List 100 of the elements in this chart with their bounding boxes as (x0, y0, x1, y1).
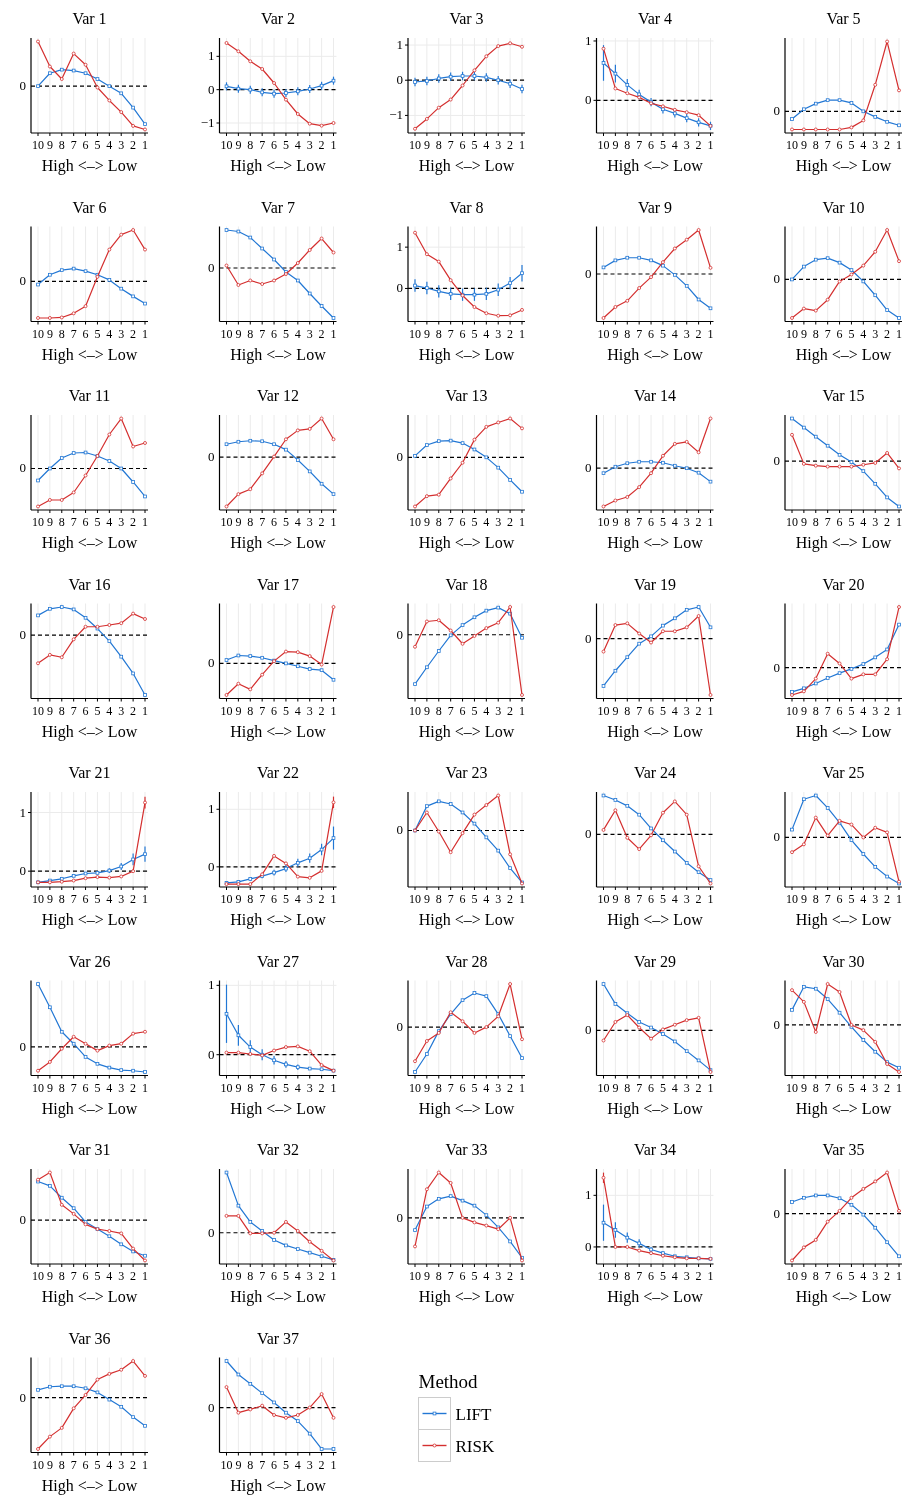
x-tick-label: 4 (106, 1269, 113, 1283)
x-tick-label: 4 (671, 703, 678, 718)
x-tick-label: 6 (648, 1080, 655, 1095)
x-tick-label: 6 (836, 515, 843, 529)
x-tick-label: 1 (519, 138, 525, 152)
x-tick-label: 4 (106, 515, 113, 529)
x-tick-label: 4 (860, 138, 867, 152)
x-tick-label: 3 (872, 138, 879, 152)
x-tick-label: 6 (82, 1269, 89, 1283)
x-tick-label: 2 (695, 892, 702, 906)
x-tick-label: 7 (259, 1457, 266, 1472)
ref-line-label: 0 (773, 1205, 780, 1221)
x-tick-label: 10 (597, 703, 610, 718)
x-tick-label: 4 (483, 1080, 490, 1095)
chart-title: Var 14 (633, 387, 677, 404)
legend-label: RISK (455, 1436, 495, 1456)
x-tick-label: 1 (142, 326, 148, 341)
x-tick-label: 6 (82, 515, 89, 529)
x-axis-title: High <–> Low (230, 722, 327, 741)
x-tick-label: 6 (82, 1080, 89, 1095)
x-tick-label: 2 (318, 138, 325, 152)
x-axis-title: High <–> Low (607, 1099, 704, 1118)
x-tick-label: 9 (800, 138, 807, 152)
x-tick-label: 1 (142, 892, 148, 906)
x-tick-label: 9 (800, 892, 807, 906)
x-axis-title: High <–> Low (607, 345, 704, 364)
x-tick-label: 2 (507, 1080, 514, 1095)
x-tick-label: 1 (519, 1269, 525, 1283)
x-tick-label: 2 (130, 515, 137, 529)
x-tick-label: 3 (872, 1269, 879, 1283)
x-tick-label: 9 (800, 326, 807, 341)
x-tick-label: 6 (459, 703, 466, 718)
x-tick-label: 7 (70, 515, 77, 529)
x-tick-label: 8 (247, 703, 254, 718)
x-axis-title: High <–> Low (795, 1099, 892, 1118)
x-axis-title: High <–> Low (418, 722, 515, 741)
x-tick-label: 5 (471, 703, 478, 718)
x-tick-label: 3 (495, 892, 502, 906)
x-tick-label: 5 (659, 138, 666, 152)
x-tick-label: 7 (447, 892, 454, 906)
x-tick-label: 1 (142, 1080, 148, 1095)
x-axis-title: High <–> Low (230, 1288, 327, 1306)
x-tick-label: 8 (435, 1080, 442, 1095)
x-tick-label: 10 (220, 703, 233, 718)
x-tick-label: 7 (70, 138, 77, 152)
x-axis-title: High <–> Low (41, 1288, 138, 1306)
x-tick-label: 9 (800, 1080, 807, 1095)
chart-title: Var 12 (256, 387, 300, 404)
x-tick-label: 7 (824, 703, 831, 718)
x-tick-label: 1 (519, 326, 525, 341)
x-tick-label: 6 (271, 892, 278, 906)
x-tick-label: 8 (812, 1269, 819, 1283)
x-tick-label: 4 (860, 1080, 867, 1095)
x-tick-label: 9 (46, 1457, 53, 1472)
x-tick-label: 3 (306, 1080, 313, 1095)
x-tick-label: 6 (648, 138, 655, 152)
x-axis-title: High <–> Low (795, 345, 892, 364)
x-tick-label: 8 (58, 1080, 65, 1095)
x-tick-label: 5 (659, 326, 666, 341)
x-axis-title: High <–> Low (607, 534, 704, 552)
x-tick-label: 8 (435, 515, 442, 529)
x-tick-label: 9 (46, 1080, 53, 1095)
x-tick-label: 9 (612, 1080, 619, 1095)
chart-title: Var 2 (260, 10, 296, 27)
x-tick-label: 4 (860, 1269, 867, 1283)
chart-title: Var 11 (68, 387, 111, 404)
x-tick-label: 7 (259, 1080, 266, 1095)
x-tick-label: 4 (294, 138, 301, 152)
x-tick-label: 6 (648, 326, 655, 341)
x-tick-label: 5 (282, 326, 289, 341)
x-tick-label: 3 (872, 515, 879, 529)
x-tick-label: 6 (271, 138, 278, 152)
x-tick-label: 8 (58, 1457, 65, 1472)
x-tick-label: 4 (671, 138, 678, 152)
x-tick-label: 4 (106, 1080, 113, 1095)
x-tick-label: 10 (597, 326, 610, 341)
x-tick-label: 2 (130, 1080, 137, 1095)
x-tick-label: 5 (659, 1269, 666, 1283)
x-axis-title: High <–> Low (607, 911, 704, 929)
chart-title: Var 5 (826, 10, 861, 27)
x-tick-label: 7 (259, 892, 266, 906)
x-axis-title: High <–> Low (418, 345, 515, 364)
x-tick-label: 3 (306, 892, 313, 906)
chart-title: Var 9 (637, 198, 673, 216)
y-tick-label: 0 (208, 81, 215, 97)
x-axis-title: High <–> Low (230, 534, 327, 552)
x-tick-label: 4 (294, 1457, 301, 1472)
x-tick-label: 1 (330, 1457, 337, 1472)
x-tick-label: 8 (58, 1269, 65, 1283)
x-tick-label: 10 (786, 703, 798, 718)
x-tick-label: 7 (636, 1269, 643, 1283)
x-tick-label: 7 (636, 1080, 643, 1095)
ref-line-label: 0 (773, 103, 780, 119)
x-tick-label: 9 (612, 326, 619, 341)
x-axis-title: High <–> Low (418, 911, 515, 929)
x-tick-label: 1 (707, 138, 714, 152)
x-tick-label: 7 (259, 326, 266, 341)
ref-line-label: 0 (773, 271, 780, 287)
chart-title: Var 4 (637, 10, 673, 27)
x-tick-label: 9 (46, 1269, 53, 1283)
